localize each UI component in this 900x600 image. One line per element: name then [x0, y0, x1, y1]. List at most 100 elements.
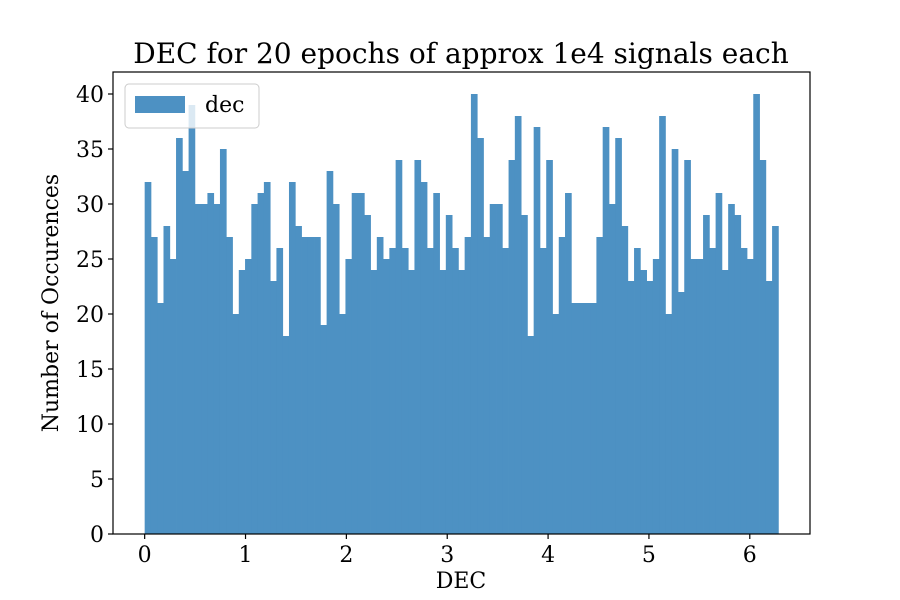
histogram-bar	[364, 215, 371, 534]
histogram-bar	[351, 193, 359, 534]
histogram-bar	[201, 204, 208, 534]
histogram-bar	[245, 259, 252, 534]
histogram-bar	[464, 237, 472, 534]
histogram-bar	[627, 281, 635, 534]
histogram-bar	[596, 237, 604, 534]
x-tick-label: 6	[743, 543, 757, 568]
histogram-bar	[219, 149, 227, 534]
histogram-bar	[188, 105, 196, 534]
histogram-bar	[458, 270, 466, 534]
histogram-bar	[558, 237, 566, 534]
y-tick-label: 30	[76, 193, 104, 218]
legend-box	[124, 83, 260, 129]
histogram-bar	[577, 303, 585, 534]
histogram-bar	[602, 127, 610, 534]
histogram-bar	[176, 138, 183, 534]
histogram-bar	[571, 303, 578, 534]
histogram-bar	[420, 182, 428, 534]
y-tick-label: 10	[76, 413, 104, 438]
histogram-bar	[332, 204, 340, 534]
y-axis-label: Number of Occurences	[39, 174, 64, 432]
histogram-bar	[615, 138, 622, 534]
y-tick-label: 15	[76, 358, 104, 383]
histogram-bar	[502, 248, 509, 534]
histogram-bar	[703, 215, 710, 534]
histogram-bar	[427, 248, 434, 534]
y-tick-label: 20	[76, 303, 104, 328]
x-tick-label: 0	[138, 543, 152, 568]
histogram-bar	[251, 204, 258, 534]
histogram-bar	[157, 303, 164, 534]
y-tick-label: 0	[90, 523, 104, 548]
histogram-bar	[546, 160, 553, 534]
histogram-bar	[621, 226, 629, 534]
histogram-bar	[690, 259, 698, 534]
histogram-bar	[753, 94, 760, 534]
histogram-bar	[646, 281, 654, 534]
histogram-bar	[583, 303, 591, 534]
histogram-bar	[270, 281, 277, 534]
histogram-bar	[634, 248, 641, 534]
histogram-bar	[684, 160, 691, 534]
chart-title: DEC for 20 epochs of approx 1e4 signals …	[133, 37, 788, 70]
histogram-bar	[408, 270, 415, 534]
histogram-bar	[314, 237, 321, 534]
histogram-bar	[590, 303, 597, 534]
histogram-bar	[483, 237, 491, 534]
x-axis-label: DEC	[436, 569, 487, 594]
histogram-bar	[307, 237, 315, 534]
histogram-bar	[263, 182, 271, 534]
histogram-bar	[370, 270, 378, 534]
histogram-bar	[232, 314, 240, 534]
histogram-bar	[671, 149, 679, 534]
x-axis-ticks: 0 1 2 3 4 5 6	[138, 534, 757, 568]
histogram-bar	[640, 270, 647, 534]
histogram-bar	[226, 237, 233, 534]
histogram-bar	[765, 281, 773, 534]
histogram-bar	[728, 204, 735, 534]
histogram-bar	[508, 160, 516, 534]
y-tick-label: 40	[76, 83, 104, 108]
histogram-bar	[238, 270, 246, 534]
x-tick-label: 1	[239, 543, 253, 568]
histogram-bar	[489, 204, 497, 534]
x-tick-label: 3	[440, 543, 454, 568]
y-axis-ticks: 0 5 10 15 20 25 30 35 40	[76, 83, 113, 548]
histogram-bar	[320, 325, 328, 534]
histogram-bar	[433, 193, 440, 534]
histogram-bar	[665, 314, 673, 534]
histogram-bar	[213, 204, 221, 534]
histogram-bar	[696, 259, 704, 534]
histogram-bar	[715, 193, 723, 534]
histogram-bar	[150, 237, 158, 534]
histogram-bar	[608, 204, 616, 534]
histogram-bar	[357, 193, 365, 534]
x-tick-label: 5	[642, 543, 656, 568]
histogram-bar	[401, 248, 409, 534]
histogram-bar	[652, 259, 660, 534]
histogram-bar	[552, 314, 560, 534]
histogram-bar	[477, 138, 484, 534]
histogram-bar	[383, 259, 390, 534]
histogram-bar	[395, 160, 403, 534]
histogram-bar	[169, 259, 177, 534]
histogram-bar	[759, 160, 767, 534]
histogram-bar	[452, 248, 459, 534]
histogram-bar	[301, 237, 309, 534]
histogram-bar	[182, 171, 189, 534]
histogram-bar	[496, 204, 503, 534]
y-tick-label: 25	[76, 248, 104, 273]
histogram-bar	[521, 215, 528, 534]
x-tick-label: 4	[541, 543, 555, 568]
y-tick-label: 5	[90, 468, 104, 493]
histogram-bar	[144, 182, 152, 534]
histogram-bar	[533, 127, 541, 534]
histogram-bar	[194, 204, 202, 534]
histogram-bar	[746, 259, 754, 534]
histogram-bar	[339, 314, 346, 534]
histogram-bar	[376, 237, 384, 534]
legend-label: dec	[205, 93, 244, 118]
histogram-bar	[677, 292, 685, 534]
